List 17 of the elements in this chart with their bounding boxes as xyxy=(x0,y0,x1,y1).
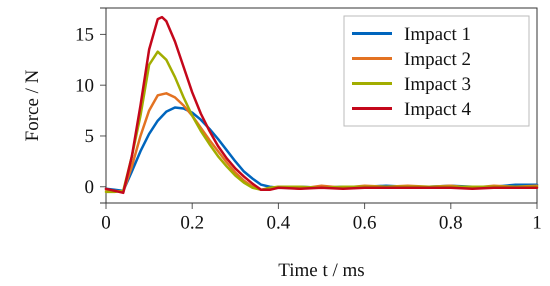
line-series xyxy=(104,16,538,194)
x-tick-label: 0 xyxy=(101,212,111,234)
legend-label: Impact 1 xyxy=(404,24,472,46)
y-tick-label: 0 xyxy=(84,176,94,198)
legend-label: Impact 4 xyxy=(404,99,472,120)
x-tick-label: 1 xyxy=(532,212,542,234)
y-tick-label: 5 xyxy=(84,126,94,148)
x-tick-label: 0.6 xyxy=(352,212,376,234)
y-axis-title: Force / N xyxy=(22,69,43,142)
x-tick-label: 0.8 xyxy=(438,212,463,234)
x-tick-label: 0.2 xyxy=(180,212,204,234)
legend-label: Impact 2 xyxy=(404,49,472,70)
y-tick-label: 15 xyxy=(75,24,94,46)
x-tick-label: 0.4 xyxy=(266,212,291,234)
x-axis-title: Time t / ms xyxy=(278,260,365,281)
y-tick-label: 10 xyxy=(75,75,94,96)
legend-label: Impact 3 xyxy=(404,74,472,96)
